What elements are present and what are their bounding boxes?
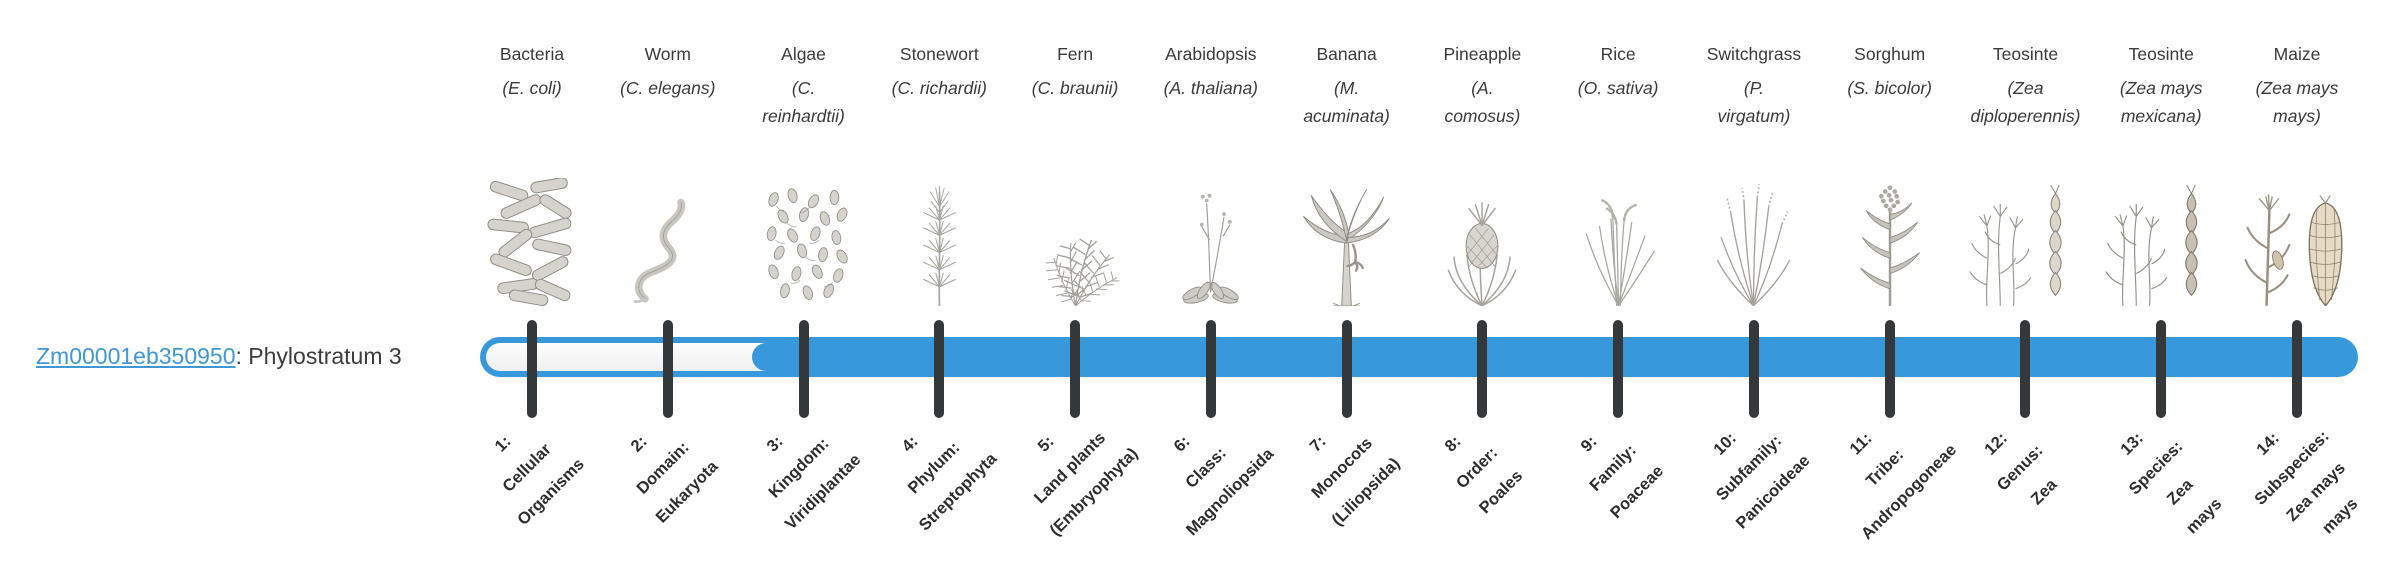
organism-common-name: Bacteria [499,44,565,64]
teosinte-mexicana-icon [2094,172,2228,306]
timeline-fill-start-cap [752,343,842,371]
organism-species-name: (A. thaliana) [1163,78,1259,98]
timeline-bar [480,337,2358,377]
teosinte-diploperennis-icon [1958,172,2092,306]
phylostratum-tick-5 [1070,320,1081,418]
gene-phylostratum-suffix: : Phylostratum 3 [235,343,402,369]
organism-header-11: Sorghum (S. bicolor) [1815,42,1965,102]
sorghum-icon [1823,172,1957,306]
phylostratum-tick-12 [2020,320,2031,418]
organism-header-5: Fern (C. braunii) [1000,42,1150,102]
organism-header-7: Banana (M. acuminata) [1272,42,1422,130]
phylostratum-tick-3 [798,320,809,418]
banana-icon [1280,172,1414,306]
organism-common-name: Algae [781,44,826,64]
fern-icon [1008,172,1142,306]
organism-common-name: Sorghum [1854,44,1926,64]
maize-icon [2230,172,2364,306]
organism-species-name: (C. elegans) [620,78,716,98]
bacteria-icon [465,172,599,306]
organism-common-name: Banana [1316,44,1377,64]
organism-common-name: Teosinte [2128,44,2194,64]
organism-header-14: Maize (Zea mays mays) [2222,42,2372,130]
organism-species-name: (Zea diploperennis) [1970,78,2081,126]
organism-common-name: Switchgrass [1706,44,1802,64]
organism-common-name: Maize [2273,44,2321,64]
organism-common-name: Rice [1600,44,1636,64]
phylostratum-tick-11 [1884,320,1895,418]
organism-species-name: (E. coli) [502,78,562,98]
organism-species-name: (C. reinhardtii) [762,78,845,126]
organism-header-10: Switchgrass (P. virgatum) [1679,42,1829,130]
organism-common-name: Teosinte [1992,44,2059,64]
phylostratum-tick-1 [527,320,537,418]
gene-id-link[interactable]: Zm00001eb350950 [36,343,236,369]
organism-species-name: (O. sativa) [1577,78,1659,98]
gene-label: Zm00001eb350950: Phylostratum 3 [36,343,402,370]
organism-header-1: Bacteria (E. coli) [457,42,607,102]
phylostratum-tick-9 [1613,320,1624,418]
organism-header-2: Worm (C. elegans) [593,42,743,102]
organism-header-3: Algae (C. reinhardtii) [729,42,879,130]
arabidopsis-icon [1144,172,1278,306]
organism-header-4: Stonewort (C. richardii) [864,42,1014,102]
organism-common-name: Worm [644,44,691,64]
rice-icon [1551,172,1685,306]
organism-header-13: Teosinte (Zea mays mexicana) [2086,42,2236,130]
organism-species-name: (C. braunii) [1031,78,1119,98]
worm-icon [601,172,735,306]
organism-header-12: Teosinte (Zea diploperennis) [1950,42,2100,130]
pineapple-icon [1415,172,1549,306]
phylostratum-tick-4 [934,320,945,418]
organism-header-6: Arabidopsis (A. thaliana) [1136,42,1286,102]
organism-common-name: Fern [1057,44,1094,64]
organism-header-8: Pineapple (A. comosus) [1407,42,1557,130]
organism-species-name: (P. virgatum) [1717,78,1791,126]
stonewort-icon [872,172,1006,306]
phylostratum-tick-6 [1205,320,1216,418]
algae-icon [737,172,871,306]
organism-header-9: Rice (O. sativa) [1543,42,1693,102]
organism-common-name: Pineapple [1443,44,1522,64]
phylostratum-tick-10 [1748,320,1759,418]
organism-species-name: (Zea mays mexicana) [2119,78,2203,126]
switchgrass-icon [1687,172,1821,306]
organism-species-name: (S. bicolor) [1847,78,1932,98]
organism-common-name: Arabidopsis [1165,44,1257,64]
phylostratum-tick-8 [1477,320,1488,418]
phylostratum-tick-14 [2292,320,2302,418]
phylostratum-tick-13 [2156,320,2167,418]
organism-species-name: (Zea mays mays) [2255,78,2339,126]
organism-common-name: Stonewort [899,44,979,64]
organism-species-name: (A. comosus) [1444,78,1521,126]
phylostratum-tick-2 [662,320,673,418]
organism-species-name: (C. richardii) [891,78,987,98]
timeline-unfilled-track [486,343,792,371]
phylostratum-tick-7 [1341,320,1352,418]
organism-species-name: (M. acuminata) [1303,78,1390,126]
